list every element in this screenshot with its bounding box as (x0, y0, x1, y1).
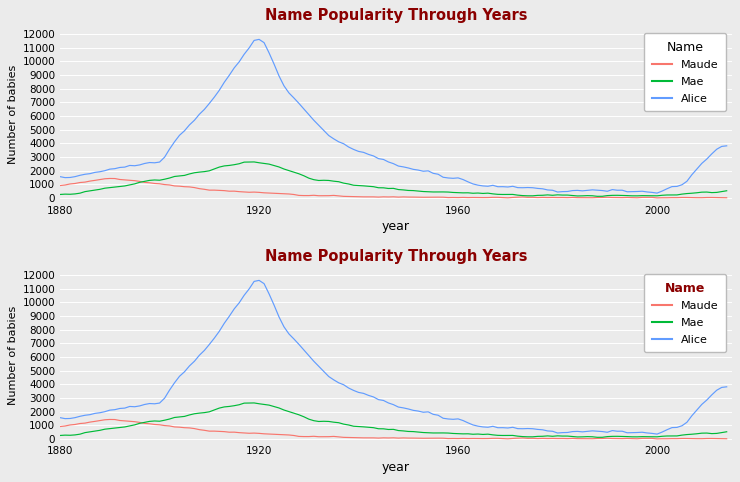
Mae (414, 188, 423, 194)
Alice (653, 190, 662, 196)
Y-axis label: Number of babies: Number of babies (8, 64, 18, 163)
Maude (414, 435, 423, 441)
Alice (638, 188, 647, 194)
Maude (653, 436, 662, 442)
Mae (439, 430, 448, 436)
Alice (210, 94, 219, 100)
Y-axis label: Number of babies: Number of babies (8, 305, 18, 404)
Line: Maude: Maude (60, 178, 727, 198)
Mae (593, 193, 602, 199)
Line: Mae: Mae (60, 403, 727, 437)
Alice (538, 186, 547, 192)
Maude (653, 195, 662, 201)
Maude (105, 175, 114, 181)
Alice (687, 413, 696, 418)
Mae (210, 407, 219, 413)
Alice (538, 427, 547, 433)
Alice (439, 415, 448, 421)
Line: Mae: Mae (60, 162, 727, 196)
Alice (722, 384, 731, 390)
Mae (56, 432, 64, 438)
X-axis label: year: year (382, 461, 410, 474)
Maude (538, 195, 547, 201)
Title: Name Popularity Through Years: Name Popularity Through Years (265, 8, 527, 23)
Maude (687, 436, 696, 442)
Mae (722, 188, 731, 194)
Alice (439, 174, 448, 180)
Line: Alice: Alice (60, 281, 727, 434)
Alice (210, 335, 219, 341)
Mae (249, 159, 258, 165)
Alice (255, 278, 263, 283)
Maude (215, 187, 223, 193)
Mae (210, 166, 219, 172)
Alice (255, 37, 263, 42)
Maude (638, 194, 647, 200)
Maude (439, 435, 448, 441)
Alice (722, 143, 731, 149)
Alice (56, 174, 64, 180)
Alice (687, 172, 696, 177)
Line: Maude: Maude (60, 419, 727, 439)
Mae (56, 191, 64, 197)
Maude (722, 195, 731, 201)
Line: Alice: Alice (60, 40, 727, 193)
Maude (538, 436, 547, 442)
Maude (56, 424, 64, 429)
Maude (439, 194, 448, 200)
Mae (249, 400, 258, 406)
Maude (56, 183, 64, 188)
Alice (414, 408, 423, 414)
Title: Name Popularity Through Years: Name Popularity Through Years (265, 249, 527, 264)
Mae (593, 434, 602, 440)
Mae (538, 433, 547, 439)
Mae (538, 192, 547, 198)
Mae (414, 429, 423, 435)
Legend: Maude, Mae, Alice: Maude, Mae, Alice (644, 274, 726, 352)
Mae (642, 193, 651, 199)
Legend: Maude, Mae, Alice: Maude, Mae, Alice (644, 33, 726, 111)
Mae (687, 431, 696, 437)
Maude (722, 436, 731, 442)
Alice (653, 431, 662, 437)
Alice (414, 167, 423, 173)
Maude (687, 195, 696, 201)
Alice (56, 415, 64, 421)
Mae (642, 434, 651, 440)
Maude (215, 428, 223, 434)
Maude (638, 435, 647, 441)
Maude (105, 416, 114, 422)
X-axis label: year: year (382, 220, 410, 233)
Mae (687, 190, 696, 196)
Mae (439, 189, 448, 195)
Alice (638, 429, 647, 435)
Maude (414, 194, 423, 200)
Mae (722, 429, 731, 435)
